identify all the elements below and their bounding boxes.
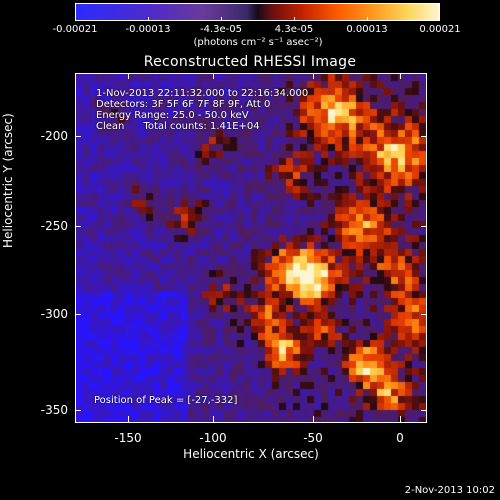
colorbar-label: -0.00013: [125, 24, 171, 35]
clean-counts-text: Clean Total counts: 1.41E+04: [96, 121, 260, 132]
colorbar-label: 0.00013: [346, 24, 388, 35]
footer-date: 2-Nov-2013 10:02: [404, 485, 495, 496]
plot-title: Reconstructed RHESSI Image: [143, 54, 357, 70]
x-tick-label: -100: [199, 431, 227, 445]
y-tick-label: -200: [40, 129, 68, 143]
y-tick-label: -250: [40, 219, 68, 233]
colorbar-label: -4.3e-05: [200, 24, 242, 35]
x-tick-label: -50: [303, 431, 323, 445]
time-range-text: 1-Nov-2013 22:11:32.000 to 22:16:34.000: [96, 88, 309, 99]
y-axis-label: Heliocentric Y (arcsec): [1, 113, 15, 248]
colorbar-gradient: [75, 3, 440, 21]
x-axis-label: Heliocentric X (arcsec): [183, 447, 319, 461]
colorbar-label: 4.3e-05: [274, 24, 314, 35]
colorbar-label: -0.00021: [52, 24, 98, 35]
y-tick-label: -350: [40, 403, 68, 417]
x-tick-label: 0: [396, 431, 404, 445]
colorbar-unit: (photons cm⁻² s⁻¹ asec⁻²): [193, 37, 323, 48]
colorbar: [75, 3, 440, 21]
energy-range-text: Energy Range: 25.0 - 50.0 keV: [96, 110, 249, 121]
hxr-image-map: [76, 74, 426, 422]
image-plot: 1-Nov-2013 22:11:32.000 to 22:16:34.000 …: [75, 73, 427, 423]
y-tick-label: -300: [40, 307, 68, 321]
x-tick-label: -150: [114, 431, 142, 445]
detectors-text: Detectors: 3F 5F 6F 7F 8F 9F, Att 0: [96, 99, 271, 110]
peak-position-text: Position of Peak = [-27,-332]: [94, 395, 238, 406]
colorbar-label: 0.00021: [419, 24, 461, 35]
